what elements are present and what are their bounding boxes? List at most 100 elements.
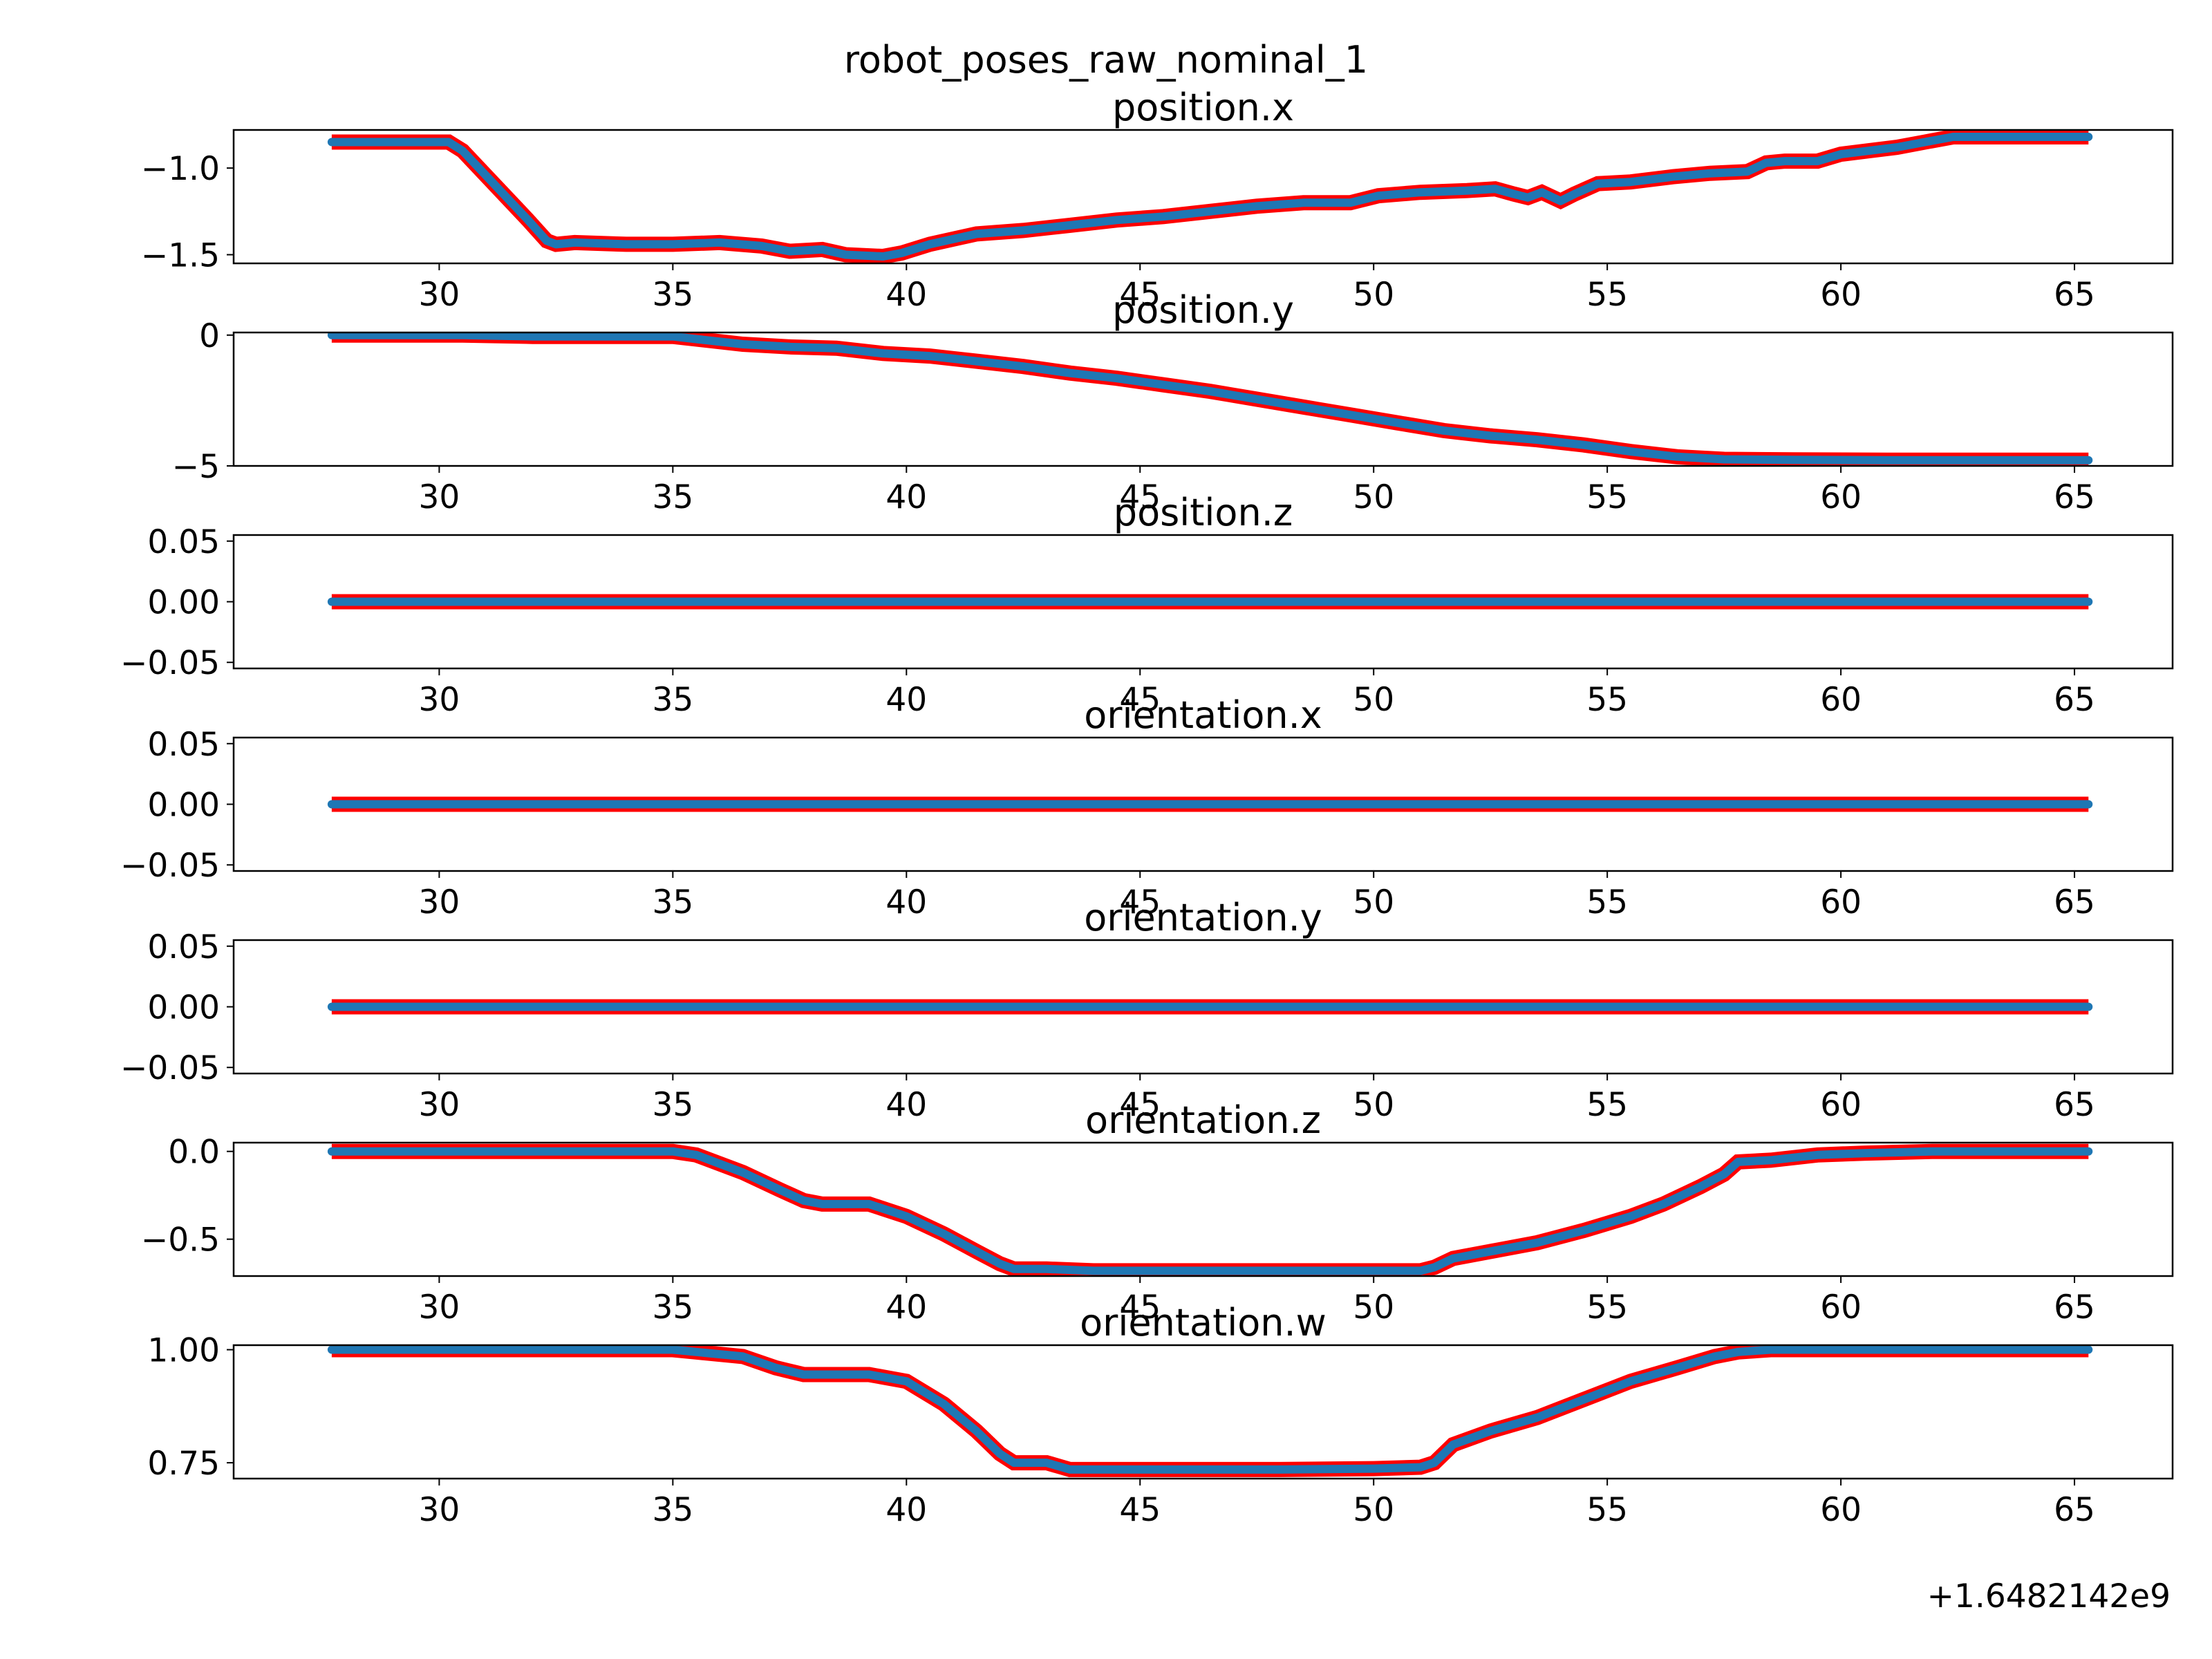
x-tick-label: 50: [1353, 883, 1394, 921]
x-tick-label: 65: [2054, 681, 2095, 719]
series-line: [327, 1345, 2093, 1474]
x-tick-label: 65: [2054, 478, 2095, 516]
y-tick-label: 0.00: [147, 787, 220, 825]
plot-area: [234, 1143, 2173, 1276]
series-group: [327, 130, 2093, 263]
x-tick-label: 40: [885, 1288, 927, 1327]
x-tick-label: 35: [652, 1288, 693, 1327]
y-tick-label: −0.05: [120, 847, 220, 885]
subplot-title: orientation.y: [1084, 896, 1322, 939]
y-tick-label: 1.00: [147, 1332, 220, 1370]
x-tick-label: 55: [1586, 478, 1628, 516]
subplot-6: 30 35 40 45 50 55 60 65 0.0 −0.5 orientation.z: [141, 1098, 2174, 1327]
x-tick-label: 35: [652, 1086, 693, 1124]
y-tick-label: −1.0: [141, 150, 220, 188]
x-tick-label: 30: [418, 883, 460, 921]
x-tick-label: 60: [1820, 1086, 1862, 1124]
x-tick-label: 35: [652, 276, 693, 314]
x-tick-label: 60: [1820, 883, 1862, 921]
x-tick-label: 30: [418, 1086, 460, 1124]
y-tick-label: 0.0: [168, 1134, 220, 1172]
y-tick-label: 0.00: [147, 584, 220, 622]
plot-area: [234, 332, 2173, 466]
subplot-stack: 30 35 40 45 50 55 60 65 −1.0 −1.5 position.x 30 35 40…: [120, 86, 2174, 1529]
series-group: [327, 1345, 2093, 1477]
y-tick-label: 0.05: [147, 928, 220, 966]
subplot-title: orientation.w: [1080, 1301, 1327, 1344]
x-tick-label: 45: [1119, 1288, 1161, 1327]
subplot-title: orientation.z: [1085, 1098, 1321, 1142]
x-tick-label: 55: [1586, 681, 1628, 719]
series-line: [327, 1147, 2093, 1275]
x-tick-label: 30: [418, 1288, 460, 1327]
y-tick-label: −5: [172, 448, 220, 486]
subplot-title: position.y: [1112, 288, 1294, 332]
x-tick-label: 60: [1820, 681, 1862, 719]
plot-area: [234, 1345, 2173, 1479]
x-tick-label: 60: [1820, 1288, 1862, 1327]
subplot-5: 30 35 40 45 50 55 60 65 0.05 0.00 −0.05 orientation…: [120, 896, 2174, 1124]
subplot-3: 30 35 40 45 50 55 60 65 0.05 0.00 −0.05 position.z: [120, 491, 2174, 719]
axes-frame: [232, 129, 2174, 265]
subplot-title: position.x: [1112, 86, 1294, 129]
x-offset-label: +1.6482142e9: [1927, 1577, 2171, 1615]
y-tick-label: 0.00: [147, 989, 220, 1027]
x-tick-label: 55: [1586, 1288, 1628, 1327]
x-tick-label: 50: [1353, 1491, 1394, 1529]
x-tick-label: 50: [1353, 478, 1394, 516]
y-tick-label: −1.5: [141, 236, 220, 274]
x-tick-label: 35: [652, 478, 693, 516]
x-tick-label: 65: [2054, 1491, 2095, 1529]
x-tick-label: 30: [418, 478, 460, 516]
y-tick-label: 0: [199, 317, 220, 355]
x-tick-label: 65: [2054, 883, 2095, 921]
y-tick-label: −0.05: [120, 1049, 220, 1087]
x-tick-label: 60: [1820, 478, 1862, 516]
x-tick-label: 60: [1820, 276, 1862, 314]
axes-frame: [232, 331, 2174, 467]
x-tick-label: 40: [885, 1491, 927, 1529]
axes-frame: [232, 1344, 2174, 1480]
x-tick-label: 45: [1119, 478, 1161, 516]
x-tick-label: 40: [885, 276, 927, 314]
subplot-1: 30 35 40 45 50 55 60 65 −1.0 −1.5 position.x: [141, 86, 2174, 314]
subplot-title: orientation.x: [1084, 693, 1322, 737]
subplot-2: 30 35 40 45 50 55 60 65 0 −5 position.y: [172, 288, 2174, 516]
x-tick-label: 50: [1353, 1086, 1394, 1124]
x-tick-label: 45: [1119, 681, 1161, 719]
x-tick-label: 30: [418, 681, 460, 719]
x-tick-label: 55: [1586, 1086, 1628, 1124]
x-tick-label: 35: [652, 883, 693, 921]
x-tick-label: 50: [1353, 276, 1394, 314]
x-tick-label: 55: [1586, 276, 1628, 314]
subplot-4: 30 35 40 45 50 55 60 65 0.05 0.00 −0.05 orientation…: [120, 693, 2174, 921]
y-tick-label: 0.75: [147, 1445, 220, 1483]
series-line: [327, 133, 2093, 261]
subplot-title: position.z: [1114, 491, 1293, 534]
figure-suptitle: robot_poses_raw_nominal_1: [844, 38, 1368, 82]
series-group: [327, 1143, 2093, 1276]
x-tick-label: 45: [1119, 276, 1161, 314]
x-tick-label: 55: [1586, 883, 1628, 921]
y-tick-label: 0.05: [147, 523, 220, 561]
x-tick-label: 40: [885, 478, 927, 516]
x-tick-label: 45: [1119, 883, 1161, 921]
x-tick-label: 35: [652, 681, 693, 719]
x-tick-label: 60: [1820, 1491, 1862, 1529]
x-tick-label: 30: [418, 1491, 460, 1529]
series-group: [327, 332, 2093, 466]
y-tick-label: −0.05: [120, 644, 220, 682]
x-tick-label: 55: [1586, 1491, 1628, 1529]
x-tick-label: 65: [2054, 1288, 2095, 1327]
x-tick-label: 45: [1119, 1491, 1161, 1529]
y-tick-label: 0.05: [147, 726, 220, 764]
x-tick-label: 65: [2054, 276, 2095, 314]
x-tick-label: 50: [1353, 681, 1394, 719]
x-tick-label: 35: [652, 1491, 693, 1529]
x-tick-label: 45: [1119, 1086, 1161, 1124]
x-tick-label: 65: [2054, 1086, 2095, 1124]
subplot-7: 30 35 40 45 50 55 60 65 1.00 0.75 orientation.w: [147, 1301, 2174, 1529]
axes-frame: [232, 1141, 2174, 1277]
x-tick-label: 30: [418, 276, 460, 314]
